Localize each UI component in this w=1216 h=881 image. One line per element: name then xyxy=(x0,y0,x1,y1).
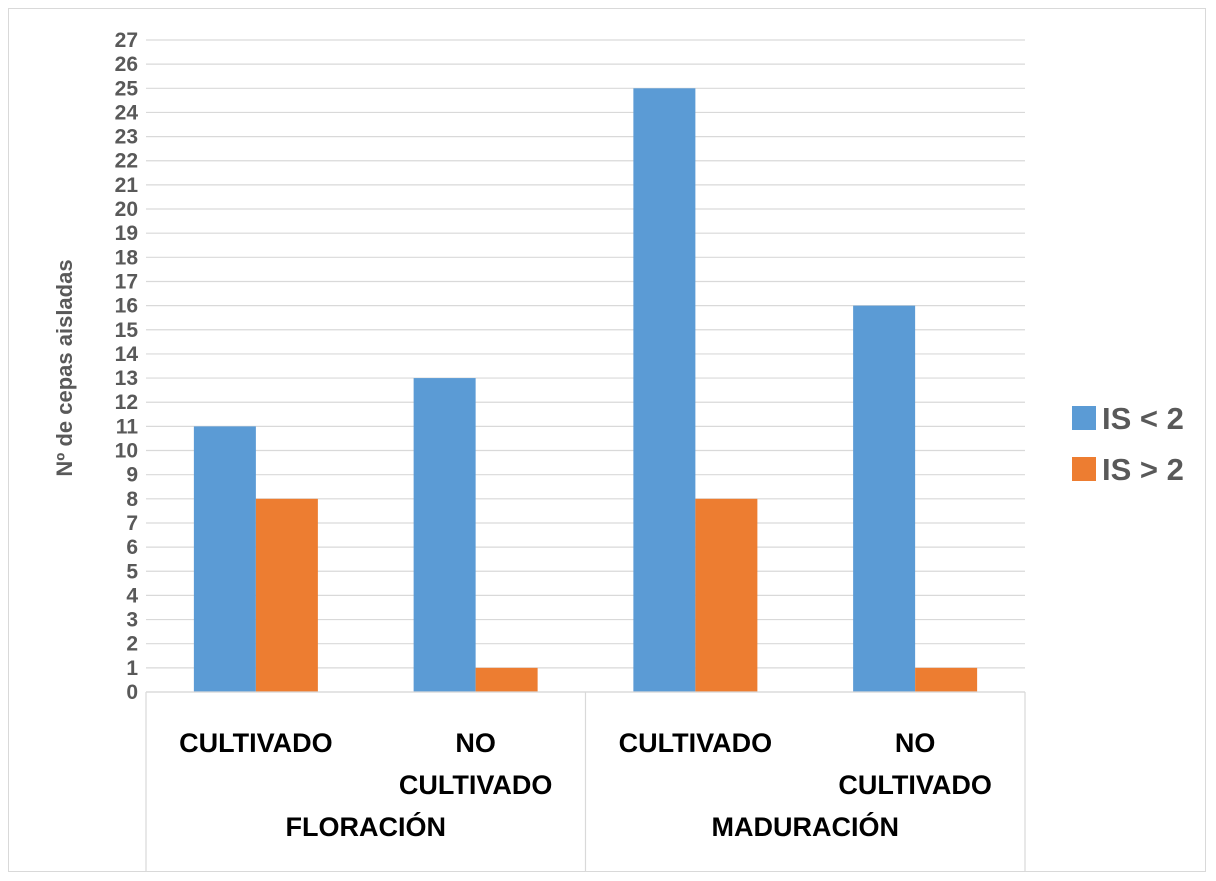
bar-is-gt-2 xyxy=(915,667,978,692)
y-tick-label: 22 xyxy=(115,150,138,173)
y-tick-label: 1 xyxy=(126,657,138,680)
y-tick-label: 8 xyxy=(126,488,138,511)
bar-is-lt-2 xyxy=(633,88,696,693)
x-category-label: NO xyxy=(895,728,936,758)
bar-is-gt-2 xyxy=(475,667,538,692)
y-tick-label: 5 xyxy=(126,560,138,583)
y-tick-label: 7 xyxy=(126,512,138,535)
y-tick-label: 4 xyxy=(126,584,138,607)
y-tick-label: 12 xyxy=(115,391,138,414)
y-tick-label: 15 xyxy=(115,319,139,342)
y-tick-label: 26 xyxy=(115,53,138,76)
bar-is-lt-2 xyxy=(853,305,916,692)
x-group-label: FLORACIÓN xyxy=(286,811,446,842)
x-category-label: NO xyxy=(455,728,496,758)
y-tick-label: 0 xyxy=(126,681,138,704)
y-tick-label: 11 xyxy=(116,415,139,438)
y-tick-label: 14 xyxy=(115,343,139,366)
x-category-label: CULTIVADO xyxy=(179,728,332,758)
bar-is-lt-2 xyxy=(413,378,476,692)
legend-label: IS < 2 xyxy=(1102,401,1184,436)
category-axis: CULTIVADO NO CULTIVADO CULTIVADO NO CULTIVADO… xyxy=(145,691,1026,872)
bar-is-gt-2 xyxy=(695,498,758,692)
y-tick-label: 17 xyxy=(115,270,138,293)
y-tick-label: 27 xyxy=(115,29,138,52)
x-group-label: MADURACIÓN xyxy=(712,811,899,842)
legend-swatch xyxy=(1072,457,1096,481)
y-axis-label: Nº de cepas aisladas xyxy=(52,259,77,476)
legend-swatch xyxy=(1072,406,1096,430)
x-category-label: CULTIVADO xyxy=(619,728,772,758)
y-tick-label: 21 xyxy=(115,174,139,197)
y-tick-label: 24 xyxy=(115,101,139,124)
legend: IS < 2 IS > 2 xyxy=(1072,401,1184,487)
x-category-label: CULTIVADO xyxy=(838,770,991,800)
y-tick-label: 19 xyxy=(115,222,138,245)
y-tick-label: 16 xyxy=(115,295,138,318)
bar-is-lt-2 xyxy=(193,426,256,692)
x-category-label: CULTIVADO xyxy=(399,770,552,800)
y-tick-label: 9 xyxy=(126,464,138,487)
y-tick-label: 18 xyxy=(115,246,139,269)
y-tick-label: 25 xyxy=(115,77,139,100)
y-tick-label: 3 xyxy=(126,609,138,632)
legend-label: IS > 2 xyxy=(1102,452,1184,487)
y-tick-label: 6 xyxy=(126,536,138,559)
bars xyxy=(193,88,978,693)
y-tick-label: 2 xyxy=(126,633,138,656)
y-tick-label: 23 xyxy=(115,126,138,149)
y-axis-ticks: 0123456789101112131415161718192021222324… xyxy=(115,29,139,704)
y-tick-label: 20 xyxy=(115,198,138,221)
y-tick-label: 10 xyxy=(115,440,138,463)
y-tick-label: 13 xyxy=(115,367,138,390)
bar-is-gt-2 xyxy=(255,498,318,692)
